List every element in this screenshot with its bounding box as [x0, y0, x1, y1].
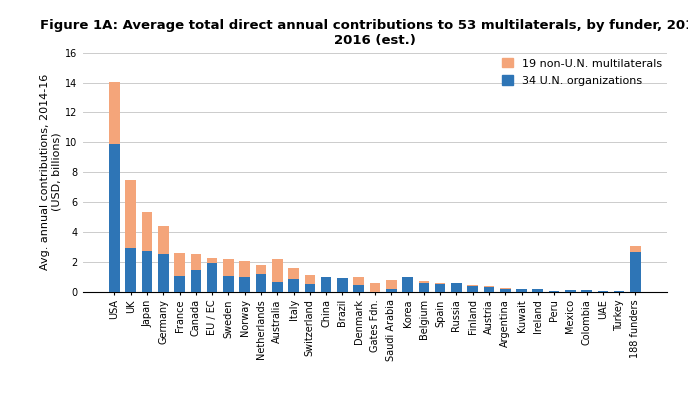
- Bar: [191, 270, 201, 292]
- Bar: [598, 290, 608, 292]
- Bar: [451, 284, 462, 292]
- Bar: [533, 289, 543, 292]
- Bar: [223, 276, 234, 292]
- Bar: [630, 252, 641, 292]
- Bar: [272, 282, 283, 292]
- Bar: [581, 290, 592, 292]
- Bar: [354, 285, 364, 292]
- Bar: [272, 260, 283, 282]
- Bar: [239, 261, 250, 277]
- Bar: [305, 275, 315, 284]
- Bar: [158, 254, 169, 292]
- Bar: [305, 284, 315, 292]
- Title: Figure 1A: Average total direct annual contributions to 53 multilaterals, by fun: Figure 1A: Average total direct annual c…: [41, 19, 688, 47]
- Bar: [435, 284, 445, 292]
- Bar: [614, 290, 625, 292]
- Bar: [256, 275, 266, 292]
- Bar: [125, 179, 136, 247]
- Bar: [288, 269, 299, 279]
- Bar: [386, 289, 396, 292]
- Bar: [158, 226, 169, 254]
- Bar: [207, 263, 217, 292]
- Bar: [207, 258, 217, 263]
- Bar: [500, 289, 510, 292]
- Bar: [223, 259, 234, 276]
- Bar: [369, 284, 380, 292]
- Bar: [467, 285, 478, 286]
- Bar: [435, 283, 445, 284]
- Bar: [125, 247, 136, 292]
- Bar: [402, 277, 413, 292]
- Bar: [484, 287, 494, 292]
- Bar: [549, 290, 559, 292]
- Y-axis label: Avg. annual contributions, 2014-16
(USD, billions): Avg. annual contributions, 2014-16 (USD,…: [39, 74, 61, 270]
- Bar: [516, 289, 527, 292]
- Bar: [256, 265, 266, 275]
- Bar: [386, 279, 396, 289]
- Bar: [484, 286, 494, 287]
- Bar: [630, 246, 641, 252]
- Bar: [109, 82, 120, 145]
- Legend: 19 non-U.N. multilaterals, 34 U.N. organizations: 19 non-U.N. multilaterals, 34 U.N. organ…: [502, 58, 662, 86]
- Bar: [500, 288, 510, 289]
- Bar: [109, 145, 120, 292]
- Bar: [565, 290, 576, 292]
- Bar: [174, 276, 185, 292]
- Bar: [174, 253, 185, 276]
- Bar: [142, 251, 152, 292]
- Bar: [239, 277, 250, 292]
- Bar: [288, 279, 299, 292]
- Bar: [321, 277, 332, 292]
- Bar: [191, 254, 201, 270]
- Bar: [467, 286, 478, 292]
- Bar: [418, 284, 429, 292]
- Bar: [142, 213, 152, 251]
- Bar: [418, 281, 429, 284]
- Bar: [354, 277, 364, 285]
- Bar: [337, 278, 347, 292]
